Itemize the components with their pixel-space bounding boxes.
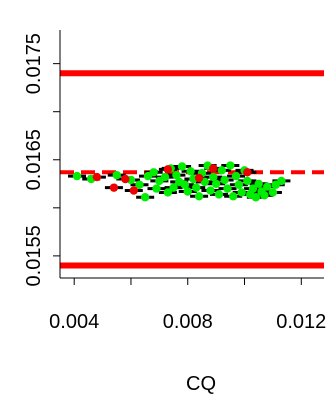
data-point [223,184,232,193]
data-points [72,161,286,202]
x-tick-label: 0.012 [276,311,326,333]
data-point [194,192,204,201]
x-tick-label: 0.008 [163,311,213,333]
data-point [192,183,201,192]
x-axis-label: CQ [186,373,216,395]
data-point [226,161,235,170]
data-point [152,184,161,193]
y-axis: 0.0155 0.0165 0.0175 [23,33,60,286]
data-point [169,183,178,192]
data-point [254,179,263,188]
data-point [109,183,119,192]
data-point [248,184,258,193]
data-point [129,186,139,195]
data-point [177,162,187,171]
y-tick-label: 0.0165 [23,129,45,190]
data-point [206,186,215,195]
data-point [163,188,173,197]
data-point [121,174,130,184]
x-tick-label: 0.004 [49,311,99,333]
data-point [220,175,229,185]
data-point [228,192,238,201]
data-point [237,188,246,197]
data-point [217,166,227,175]
data-point [234,180,244,189]
data-point [277,176,286,186]
data-point [140,193,150,202]
data-point [251,193,261,202]
y-tick-label: 0.0155 [23,225,45,286]
data-point [211,179,221,188]
data-point [112,170,121,180]
data-point [186,167,195,176]
data-point [72,171,82,181]
data-point [163,165,173,174]
data-point [214,190,224,199]
x-axis: 0.004 0.008 0.012 [49,278,326,333]
data-point [135,180,144,189]
data-point [263,182,272,191]
data-point [231,171,241,181]
data-point [268,188,278,197]
data-point [149,168,158,177]
data-point [243,176,252,186]
y-tick-label: 0.0175 [23,33,45,94]
data-point [172,170,181,180]
data-point [209,164,218,173]
data-point [260,191,269,200]
data-point [92,172,102,182]
data-point [183,187,192,196]
data-point [180,180,190,189]
data-point [209,172,218,182]
data-point [243,168,252,177]
data-point [194,173,204,183]
data-point [160,172,170,182]
